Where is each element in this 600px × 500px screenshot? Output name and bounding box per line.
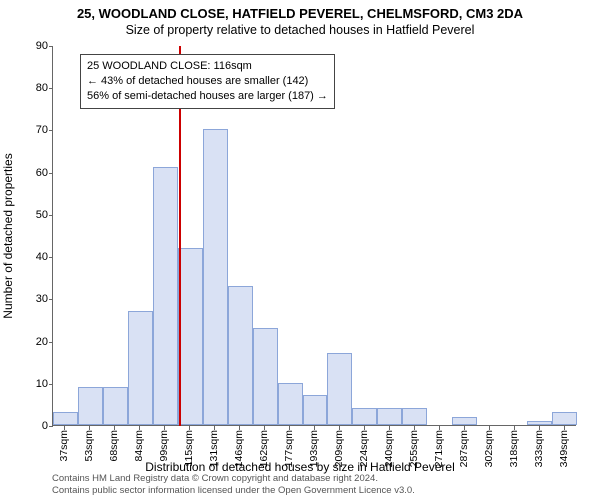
x-tick-mark: [89, 426, 90, 430]
x-tick-mark: [314, 426, 315, 430]
x-tick-mark: [264, 426, 265, 430]
y-tick-label: 40: [24, 251, 48, 263]
y-tick-label: 70: [24, 124, 48, 136]
histogram-bar: [153, 167, 178, 425]
x-tick-label: 37sqm: [58, 430, 70, 462]
y-tick-mark: [49, 46, 53, 47]
x-tick-label: 99sqm: [158, 430, 170, 462]
y-tick-mark: [49, 299, 53, 300]
histogram-bar: [452, 417, 477, 425]
histogram-bar: [303, 395, 328, 425]
histogram-bar: [203, 129, 228, 425]
y-axis-label: Number of detached properties: [1, 153, 15, 318]
x-tick-label: 84sqm: [133, 430, 145, 462]
histogram-bar: [377, 408, 402, 425]
footer-line-2: Contains public sector information licen…: [52, 485, 415, 496]
y-tick-mark: [49, 88, 53, 89]
y-tick-mark: [49, 173, 53, 174]
x-tick-mark: [564, 426, 565, 430]
histogram-bar: [253, 328, 278, 425]
x-tick-mark: [339, 426, 340, 430]
chart-title: 25, WOODLAND CLOSE, HATFIELD PEVEREL, CH…: [0, 0, 600, 21]
histogram-bar: [103, 387, 128, 425]
histogram-bar: [402, 408, 427, 425]
chart-area: Number of detached properties 25 WOODLAN…: [52, 46, 576, 426]
x-tick-label: 53sqm: [83, 430, 95, 462]
y-tick-mark: [49, 257, 53, 258]
histogram-bar: [228, 286, 253, 425]
y-tick-mark: [49, 215, 53, 216]
x-tick-mark: [239, 426, 240, 430]
x-axis-label: Distribution of detached houses by size …: [0, 460, 600, 474]
histogram-bar: [278, 383, 303, 425]
y-tick-label: 0: [24, 420, 48, 432]
x-tick-mark: [439, 426, 440, 430]
histogram-bar: [527, 421, 552, 425]
y-tick-label: 80: [24, 82, 48, 94]
info-line-1: 25 WOODLAND CLOSE: 116sqm: [87, 59, 328, 74]
x-tick-mark: [364, 426, 365, 430]
y-tick-label: 30: [24, 293, 48, 305]
x-tick-mark: [114, 426, 115, 430]
property-info-box: 25 WOODLAND CLOSE: 116sqm ← 43% of detac…: [80, 54, 335, 109]
y-tick-label: 60: [24, 167, 48, 179]
y-tick-label: 90: [24, 40, 48, 52]
histogram-bar: [128, 311, 153, 425]
info-line-3: 56% of semi-detached houses are larger (…: [87, 89, 328, 104]
x-tick-mark: [514, 426, 515, 430]
histogram-bar: [53, 412, 78, 425]
x-tick-mark: [189, 426, 190, 430]
info-line-2: ← 43% of detached houses are smaller (14…: [87, 74, 328, 89]
y-tick-mark: [49, 342, 53, 343]
histogram-bar: [552, 412, 577, 425]
x-tick-mark: [539, 426, 540, 430]
y-tick-mark: [49, 426, 53, 427]
y-tick-label: 10: [24, 378, 48, 390]
y-tick-label: 50: [24, 209, 48, 221]
x-tick-mark: [214, 426, 215, 430]
x-tick-mark: [64, 426, 65, 430]
histogram-bar: [78, 387, 103, 425]
x-tick-mark: [139, 426, 140, 430]
footer-attribution: Contains HM Land Registry data © Crown c…: [52, 473, 415, 496]
y-tick-label: 20: [24, 336, 48, 348]
footer-line-1: Contains HM Land Registry data © Crown c…: [52, 473, 415, 484]
x-tick-mark: [164, 426, 165, 430]
y-tick-mark: [49, 384, 53, 385]
x-tick-mark: [389, 426, 390, 430]
x-tick-mark: [464, 426, 465, 430]
x-tick-mark: [489, 426, 490, 430]
y-tick-mark: [49, 130, 53, 131]
histogram-bar: [327, 353, 352, 425]
x-tick-mark: [414, 426, 415, 430]
chart-subtitle: Size of property relative to detached ho…: [0, 21, 600, 37]
x-tick-mark: [289, 426, 290, 430]
histogram-bar: [352, 408, 377, 425]
histogram-bar: [178, 248, 203, 425]
x-tick-label: 68sqm: [108, 430, 120, 462]
